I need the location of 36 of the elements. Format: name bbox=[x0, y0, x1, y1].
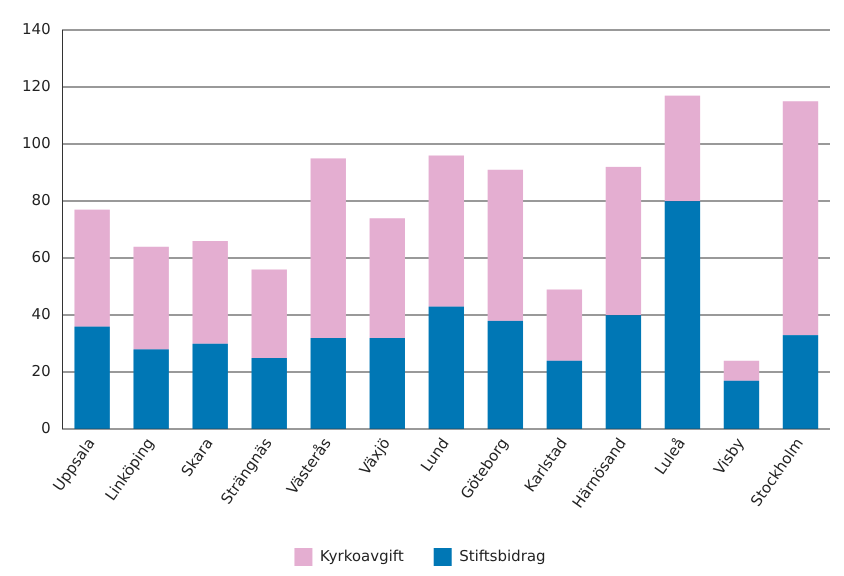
bar bbox=[252, 270, 287, 358]
y-tick-label: 80 bbox=[32, 190, 51, 209]
bar bbox=[370, 338, 405, 429]
bar bbox=[310, 338, 346, 429]
bar bbox=[133, 246, 169, 350]
y-tick-label: 120 bbox=[22, 76, 51, 95]
bar bbox=[782, 101, 818, 336]
y-tick-label: 60 bbox=[32, 248, 51, 266]
y-tick-label: 20 bbox=[32, 362, 51, 380]
bar bbox=[370, 218, 405, 338]
bar bbox=[74, 326, 110, 429]
bar bbox=[310, 158, 346, 338]
y-tick-label: 100 bbox=[22, 134, 51, 152]
bar bbox=[546, 290, 582, 361]
bar bbox=[664, 201, 700, 429]
bar bbox=[606, 166, 642, 316]
bar bbox=[724, 380, 760, 429]
bar bbox=[192, 344, 228, 429]
bar bbox=[782, 335, 818, 429]
bar bbox=[546, 360, 582, 429]
bar bbox=[606, 315, 642, 429]
y-tick-label: 40 bbox=[32, 305, 51, 324]
bar bbox=[133, 349, 169, 429]
bar bbox=[428, 306, 464, 429]
legend-label: Stiftsbidrag bbox=[459, 546, 546, 565]
bar bbox=[724, 360, 760, 381]
bar bbox=[428, 155, 464, 307]
y-tick-label: 0 bbox=[41, 419, 51, 438]
bar bbox=[74, 210, 110, 327]
bar bbox=[192, 241, 228, 344]
legend-label: Kyrkoavgift bbox=[320, 546, 404, 565]
bar bbox=[488, 320, 524, 429]
y-tick-label: 140 bbox=[22, 20, 51, 38]
bar bbox=[488, 170, 524, 321]
bar bbox=[252, 358, 287, 429]
bar bbox=[664, 96, 700, 202]
